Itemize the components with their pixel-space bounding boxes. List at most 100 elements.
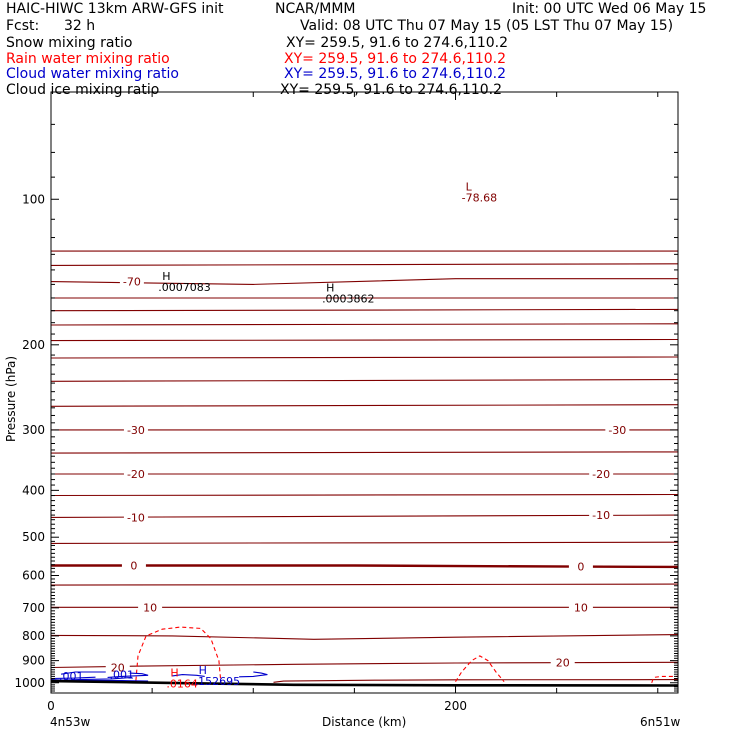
extremum-value-4: .152695 <box>195 675 241 688</box>
fcst-label: Fcst: <box>6 18 39 34</box>
x-tick-label-0: 0 <box>47 699 55 713</box>
label-background <box>589 509 614 522</box>
label-background <box>589 467 614 480</box>
valid-time: Valid: 08 UTC Thu 07 May 15 (05 LST Thu … <box>300 18 673 34</box>
temperature-label-1: -30 <box>127 424 145 437</box>
y-axis-label: Pressure (hPa) <box>4 356 18 442</box>
temperature-isotherm <box>50 451 679 454</box>
temperature-isotherm <box>50 278 678 285</box>
cloud-water-label-0: .001 <box>59 670 84 683</box>
field-rain-name: Rain water mixing ratio <box>6 51 170 67</box>
surface-line <box>50 679 679 687</box>
fcst-value: 32 h <box>64 18 95 34</box>
label-background <box>121 559 146 572</box>
temperature-isotherm <box>50 338 679 342</box>
x-start-label: 4n53w <box>50 715 91 729</box>
temperature-isotherm <box>50 514 679 518</box>
temperature-label-0: -70 <box>123 276 141 289</box>
temperature-label-3: -20 <box>127 468 145 481</box>
rain-contour <box>135 626 222 683</box>
temperature-isotherm <box>50 541 679 544</box>
temperature-isotherm <box>50 263 679 266</box>
temperature-isotherm <box>50 661 679 669</box>
field-cloudice-xy: XY= 259.5, 91.6 to 274.6,110.2 <box>280 82 502 98</box>
temperature-label-9: 10 <box>143 601 157 614</box>
temperature-label-8: 0 <box>577 561 584 574</box>
temperature-label-10: 10 <box>574 601 588 614</box>
temperature-isotherm <box>50 308 679 312</box>
cloud-water-contour <box>172 674 205 677</box>
temperature-label-7: 0 <box>130 559 137 572</box>
y-tick-label-4: 500 <box>22 530 45 544</box>
init-time: Init: 00 UTC Wed 06 May 15 <box>512 1 706 17</box>
title: HAIC-HIWC 13km ARW-GFS init <box>6 1 224 17</box>
y-tick-label-3: 400 <box>22 483 45 497</box>
temperature-label-12: 20 <box>556 656 570 669</box>
extremum-marker-2: L <box>466 181 473 194</box>
x-tick-label-1: 200 <box>444 699 467 713</box>
org: NCAR/MMM <box>275 1 356 17</box>
cloud-water-contour <box>61 671 149 678</box>
label-background <box>605 423 630 436</box>
temperature-label-6: -10 <box>592 509 610 522</box>
field-rain-xy: XY= 259.5, 91.6 to 274.6,110.2 <box>284 51 506 67</box>
rain-contour <box>651 675 678 683</box>
label-background <box>138 601 163 614</box>
header: HAIC-HIWC 13km ARW-GFS init NCAR/MMM Ini… <box>6 1 706 98</box>
field-cloudice-name: Cloud ice mixing ratio <box>6 82 159 98</box>
temperature-label-2: -30 <box>608 424 626 437</box>
y-tick-label-0: 100 <box>22 192 45 206</box>
x-axis-label: Distance (km) <box>322 715 406 729</box>
y-tick-label-9: 1000 <box>14 676 45 690</box>
temperature-isotherm <box>50 379 679 382</box>
cloud-water-contour <box>239 671 268 678</box>
y-tick-label-7: 800 <box>22 629 45 643</box>
temperature-isotherm <box>50 634 679 640</box>
label-background <box>119 275 144 288</box>
temperature-isotherm <box>50 404 679 407</box>
temperature-contours <box>50 250 679 683</box>
label-background <box>123 423 148 436</box>
temperature-isotherm <box>50 356 679 359</box>
y-tick-label-6: 700 <box>22 601 45 615</box>
temperature-label-4: -20 <box>592 468 610 481</box>
extremum-value-1: .0003862 <box>322 292 375 305</box>
rain-contours <box>135 626 678 683</box>
label-background <box>123 511 148 524</box>
field-cloudwater-xy: XY= 259.5, 91.6 to 274.6,110.2 <box>284 66 506 82</box>
y-tick-label-8: 900 <box>22 654 45 668</box>
label-background <box>105 661 130 674</box>
temperature-isotherm <box>50 583 679 586</box>
label-background <box>550 656 575 669</box>
plot-frame <box>50 91 679 694</box>
field-snow-name: Snow mixing ratio <box>6 35 132 51</box>
y-tick-label-1: 200 <box>22 338 45 352</box>
rain-contour <box>455 655 505 683</box>
temperature-label-5: -10 <box>127 511 145 524</box>
terrain-line <box>50 679 679 687</box>
temperature-label-11: 20 <box>111 662 125 675</box>
extremum-marker-0: H <box>162 270 170 283</box>
extremum-marker-3: H <box>170 666 178 679</box>
extremum-value-3: .0164 <box>166 677 198 690</box>
extremum-value-0: .0007083 <box>158 281 211 294</box>
y-tick-label-5: 600 <box>22 568 45 582</box>
label-background <box>568 601 593 614</box>
temperature-isotherm <box>273 679 679 683</box>
label-background <box>568 560 593 573</box>
extremum-value-2: -78.68 <box>462 192 497 205</box>
label-background <box>123 467 148 480</box>
temperature-isotherm <box>50 323 679 326</box>
temperature-isotherm <box>51 564 679 569</box>
extremum-marker-4: H <box>199 664 207 677</box>
temperature-isotherm <box>50 493 679 497</box>
field-snow-xy: XY= 259.5, 91.6 to 274.6,110.2 <box>286 35 508 51</box>
cloud-water-label-1: .001 <box>110 669 135 682</box>
extremum-marker-1: H <box>326 281 334 294</box>
field-cloudwater-name: Cloud water mixing ratio <box>6 66 179 82</box>
x-end-label: 6n51w <box>640 715 681 729</box>
cloud-water-contour <box>50 676 96 680</box>
